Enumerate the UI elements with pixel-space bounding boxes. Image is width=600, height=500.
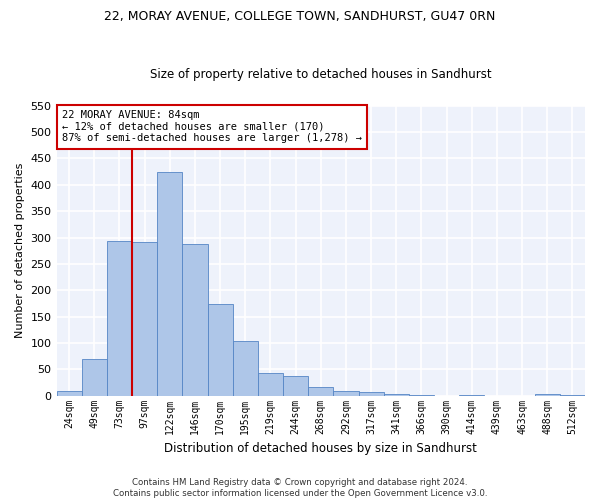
Bar [82, 358, 107, 396]
Bar [107, 241, 132, 396]
Bar [157, 172, 182, 396]
Title: Size of property relative to detached houses in Sandhurst: Size of property relative to detached ho… [150, 68, 491, 81]
Bar [409, 395, 434, 396]
Bar [132, 242, 157, 396]
Bar [182, 244, 208, 396]
Bar [56, 392, 82, 396]
Bar [383, 394, 409, 396]
Bar [535, 394, 560, 396]
Bar [359, 392, 383, 396]
Bar [233, 341, 258, 396]
Y-axis label: Number of detached properties: Number of detached properties [15, 163, 25, 338]
Bar [560, 394, 585, 396]
Bar [283, 376, 308, 396]
Bar [459, 395, 484, 396]
Bar [258, 373, 283, 396]
Bar [208, 304, 233, 396]
Text: 22 MORAY AVENUE: 84sqm
← 12% of detached houses are smaller (170)
87% of semi-de: 22 MORAY AVENUE: 84sqm ← 12% of detached… [62, 110, 362, 144]
Bar [334, 391, 359, 396]
Text: Contains HM Land Registry data © Crown copyright and database right 2024.
Contai: Contains HM Land Registry data © Crown c… [113, 478, 487, 498]
Bar [308, 386, 334, 396]
Text: 22, MORAY AVENUE, COLLEGE TOWN, SANDHURST, GU47 0RN: 22, MORAY AVENUE, COLLEGE TOWN, SANDHURS… [104, 10, 496, 23]
X-axis label: Distribution of detached houses by size in Sandhurst: Distribution of detached houses by size … [164, 442, 477, 455]
